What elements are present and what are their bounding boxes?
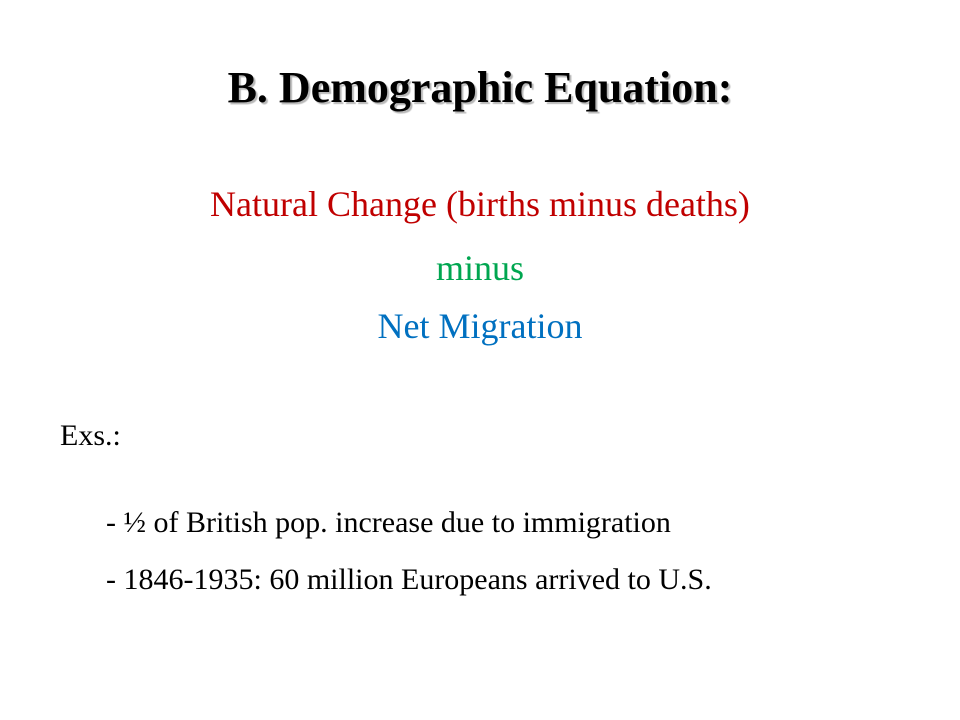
example-item-1: - ½ of British pop. increase due to immi… (106, 506, 671, 539)
slide-title: B. Demographic Equation: (227, 63, 733, 112)
equation-operator: minus (435, 248, 524, 288)
equation-natural-change: Natural Change (births minus deaths) (210, 184, 750, 224)
equation-net-migration: Net Migration (377, 306, 583, 346)
examples-label: Exs.: (60, 419, 121, 452)
example-item-2: - 1846-1935: 60 million Europeans arrive… (106, 563, 712, 596)
